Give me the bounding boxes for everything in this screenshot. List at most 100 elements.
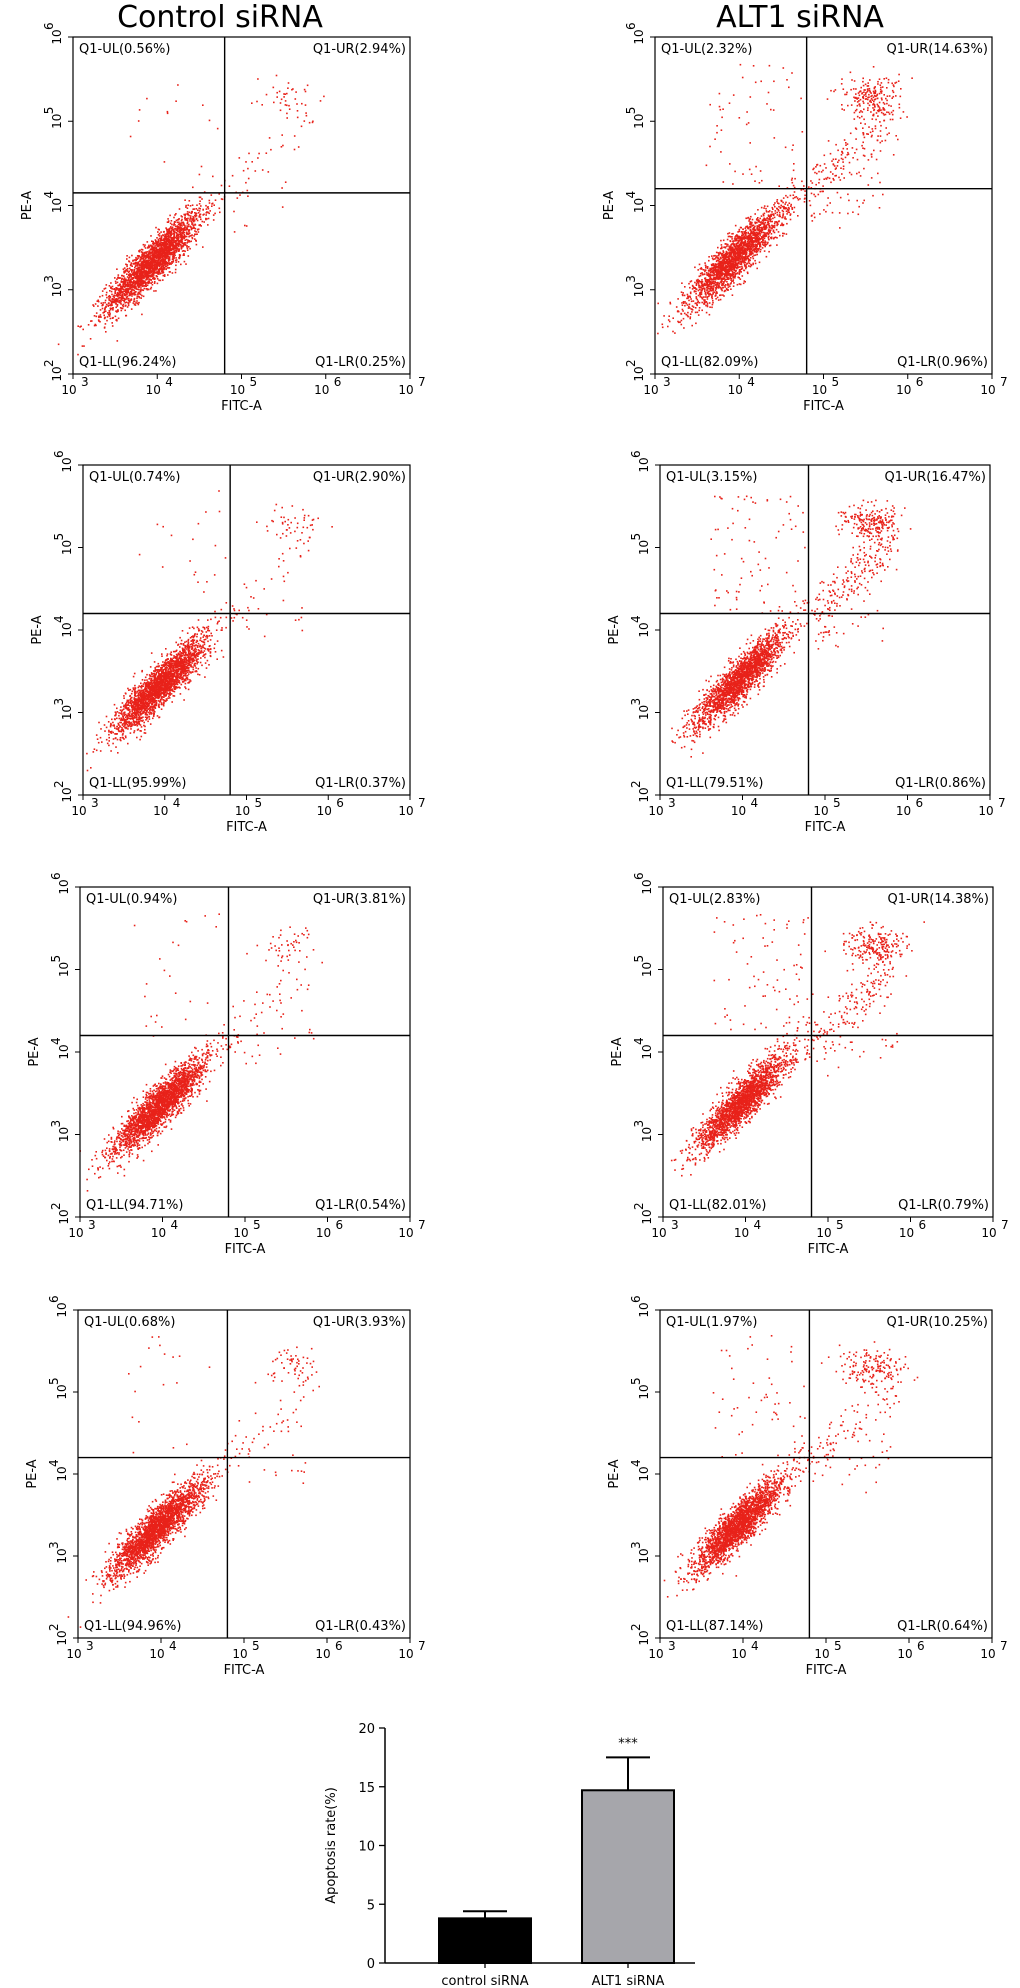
scatter-point bbox=[175, 235, 178, 238]
scatter-point bbox=[722, 259, 724, 261]
scatter-point bbox=[732, 250, 735, 252]
scatter-point bbox=[708, 270, 711, 272]
scatter-point bbox=[149, 264, 152, 267]
scatter-point bbox=[151, 250, 154, 253]
scatter-point bbox=[718, 276, 720, 278]
scatter-point bbox=[172, 259, 175, 261]
scatter-point bbox=[704, 299, 706, 301]
scatter-point bbox=[171, 228, 174, 230]
scatter-point bbox=[708, 275, 710, 277]
scatter-point bbox=[140, 270, 143, 272]
scatter-point bbox=[175, 259, 177, 262]
scatter-point bbox=[131, 265, 133, 267]
scatter-point bbox=[152, 273, 154, 275]
scatter-point bbox=[195, 208, 198, 210]
scatter-point bbox=[161, 239, 164, 241]
scatter-point bbox=[114, 277, 116, 279]
scatter-point bbox=[723, 246, 725, 249]
scatter-point bbox=[748, 244, 750, 246]
scatter-point bbox=[744, 247, 746, 250]
scatter-point bbox=[694, 307, 697, 309]
scatter-point bbox=[165, 234, 167, 236]
x-tick-exponent: 7 bbox=[418, 375, 426, 389]
scatter-point bbox=[191, 236, 193, 239]
scatter-point bbox=[862, 132, 864, 134]
scatter-point bbox=[731, 294, 734, 296]
scatter-point bbox=[192, 215, 194, 218]
scatter-point bbox=[111, 303, 113, 305]
scatter-point bbox=[783, 205, 785, 208]
scatter-point bbox=[773, 216, 776, 219]
scatter-point bbox=[98, 320, 100, 322]
scatter-point bbox=[717, 269, 719, 271]
scatter-point bbox=[757, 217, 759, 219]
scatter-point bbox=[860, 86, 862, 89]
scatter-point bbox=[181, 250, 184, 252]
scatter-point bbox=[895, 81, 898, 84]
scatter-point bbox=[278, 90, 281, 93]
scatter-point bbox=[140, 273, 142, 275]
scatter-point bbox=[145, 266, 148, 268]
scatter-point bbox=[125, 314, 127, 317]
scatter-point bbox=[126, 258, 128, 260]
scatter-point bbox=[681, 308, 684, 311]
scatter-point bbox=[172, 246, 174, 248]
scatter-point bbox=[131, 283, 134, 286]
scatter-point bbox=[716, 282, 718, 284]
scatter-point bbox=[138, 293, 141, 295]
scatter-point bbox=[725, 287, 728, 290]
scatter-point bbox=[126, 306, 129, 308]
scatter-point bbox=[185, 235, 188, 238]
scatter-point bbox=[705, 311, 708, 314]
scatter-point bbox=[154, 267, 157, 270]
scatter-point bbox=[792, 184, 795, 187]
scatter-point bbox=[194, 223, 196, 226]
scatter-point bbox=[151, 240, 153, 242]
scatter-point bbox=[135, 258, 137, 261]
scatter-point bbox=[138, 264, 141, 267]
scatter-point bbox=[163, 259, 166, 262]
scatter-point bbox=[823, 178, 825, 180]
scatter-point bbox=[198, 224, 200, 226]
scatter-point bbox=[154, 245, 157, 247]
scatter-point bbox=[186, 207, 189, 209]
scatter-point bbox=[137, 275, 140, 278]
scatter-point bbox=[205, 217, 207, 220]
scatter-point bbox=[753, 254, 755, 257]
scatter-point bbox=[115, 301, 117, 303]
scatter-point bbox=[873, 109, 875, 112]
scatter-point bbox=[877, 80, 879, 83]
scatter-point bbox=[152, 257, 155, 260]
scatter-point bbox=[190, 212, 192, 215]
scatter-point bbox=[150, 279, 152, 281]
scatter-point bbox=[137, 293, 139, 296]
scatter-point bbox=[157, 241, 160, 243]
scatter-point bbox=[737, 245, 740, 248]
scatter-point bbox=[189, 220, 191, 222]
y-tick-exponent: 2 bbox=[42, 359, 56, 367]
scatter-point bbox=[711, 279, 714, 281]
scatter-point bbox=[764, 245, 766, 248]
scatter-point bbox=[182, 227, 184, 230]
scatter-point bbox=[206, 218, 208, 220]
scatter-point bbox=[174, 247, 177, 250]
scatter-point bbox=[191, 223, 194, 225]
scatter-point bbox=[99, 320, 101, 323]
scatter-point bbox=[744, 265, 747, 267]
scatter-point bbox=[124, 294, 127, 296]
scatter-point bbox=[153, 290, 155, 292]
scatter-point bbox=[140, 289, 142, 291]
scatter-point bbox=[167, 274, 169, 276]
scatter-point bbox=[784, 203, 786, 205]
scatter-point bbox=[700, 285, 702, 287]
scatter-point bbox=[172, 255, 175, 257]
scatter-point bbox=[698, 284, 700, 287]
scatter-point bbox=[144, 259, 146, 261]
scatter-point bbox=[323, 95, 325, 98]
scatter-point bbox=[704, 262, 706, 264]
scatter-point bbox=[842, 168, 845, 170]
scatter-point bbox=[123, 290, 126, 292]
scatter-point bbox=[185, 229, 187, 231]
scatter-point bbox=[151, 281, 154, 283]
scatter-point bbox=[195, 217, 198, 220]
